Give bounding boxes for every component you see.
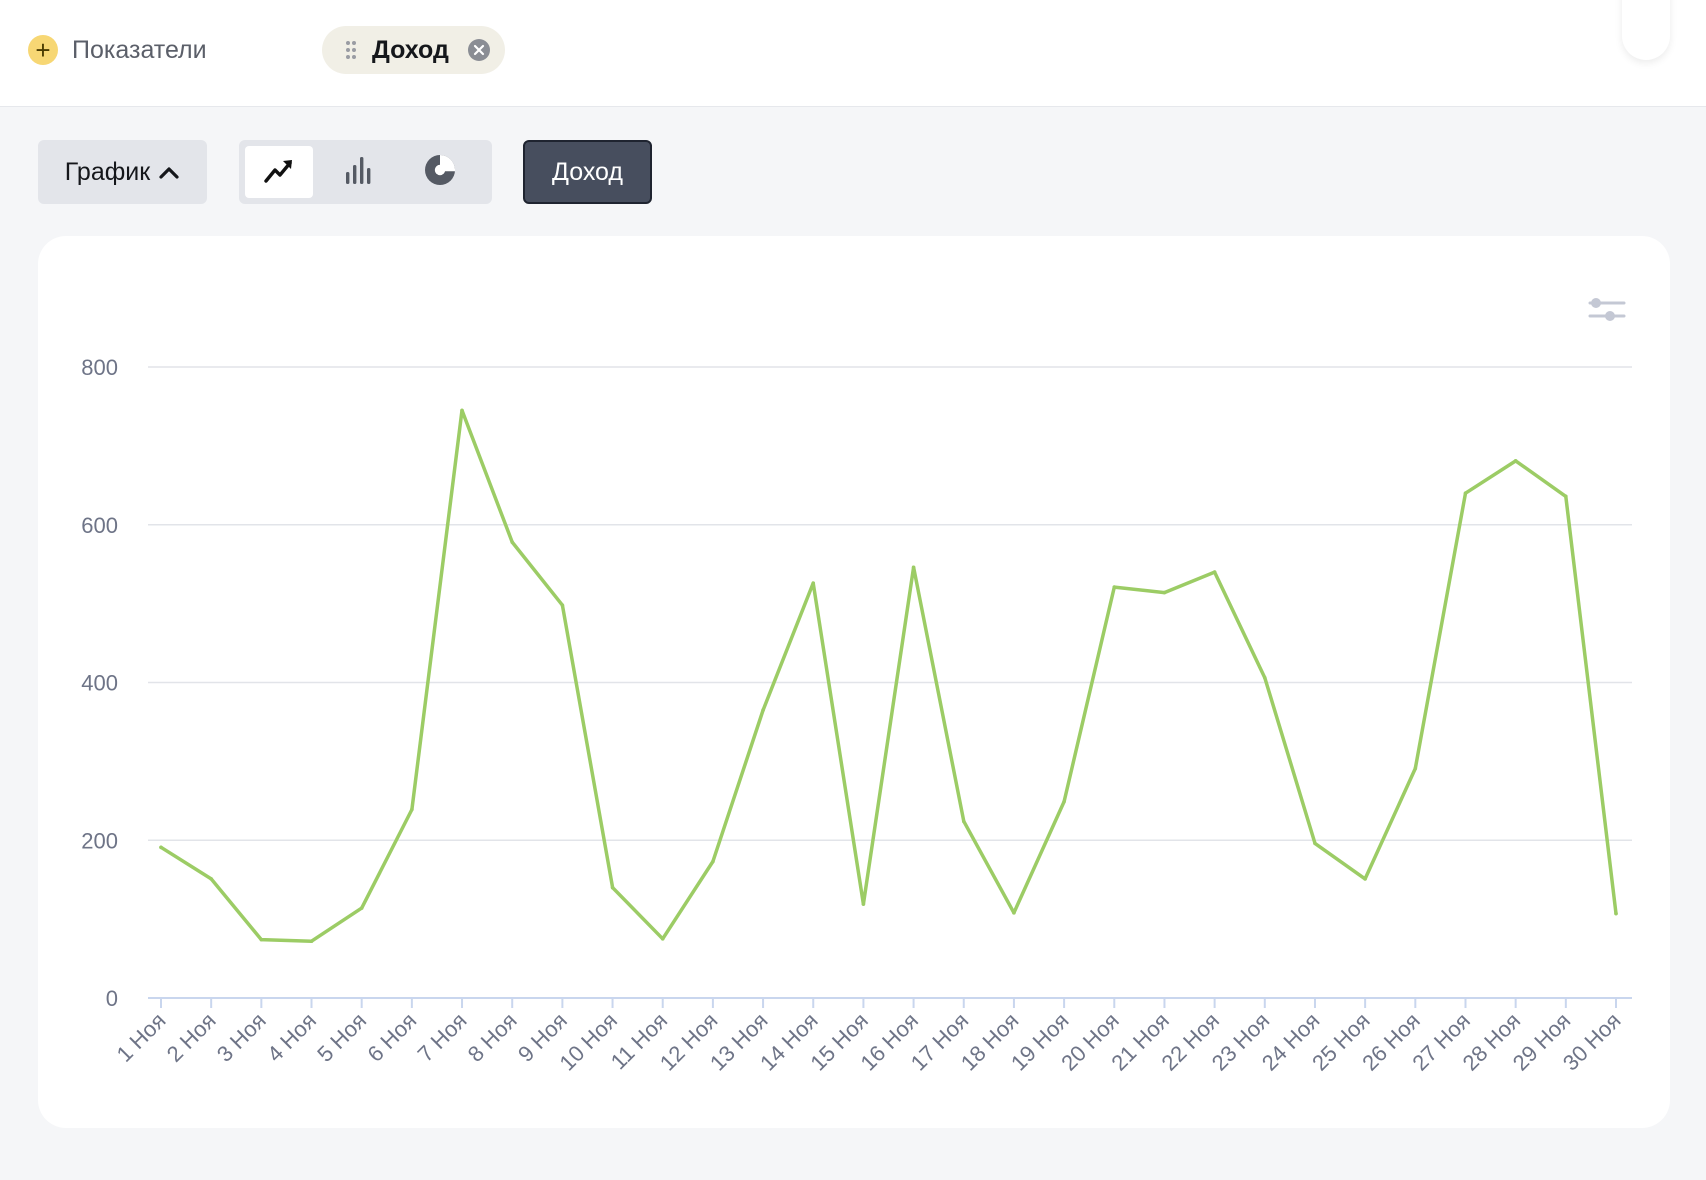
x-tick-label: 3 Ноя: [212, 1008, 271, 1067]
y-tick-label: 800: [81, 355, 118, 380]
bar-chart-button[interactable]: [325, 146, 393, 198]
chart-type-switch: [239, 140, 492, 204]
y-tick-label: 400: [81, 671, 118, 696]
line-chart-button[interactable]: [245, 146, 314, 198]
metric-toggle-button[interactable]: Доход: [523, 140, 652, 204]
data-point: [911, 565, 916, 570]
view-dropdown[interactable]: График: [38, 140, 207, 204]
data-point: [1062, 799, 1066, 804]
data-point: [309, 939, 314, 944]
top-bar: + Показатели Доход: [0, 0, 1706, 107]
line-chart-icon: [263, 155, 295, 190]
data-point: [1313, 841, 1317, 846]
data-point: [1614, 911, 1618, 916]
x-tick-label: 7 Ноя: [413, 1008, 472, 1067]
chevron-up-icon: [158, 158, 180, 187]
y-tick-label: 0: [106, 986, 118, 1011]
data-point: [811, 581, 816, 585]
data-point: [1513, 459, 1518, 463]
data-point: [660, 937, 665, 941]
close-icon[interactable]: [467, 38, 491, 62]
data-point: [209, 877, 213, 881]
y-tick-label: 200: [81, 828, 118, 853]
data-point: [1564, 494, 1568, 499]
metric-chip[interactable]: Доход: [322, 26, 505, 74]
data-point: [159, 845, 163, 850]
data-point: [510, 540, 515, 544]
bar-chart-icon: [343, 154, 375, 191]
sliders-icon: [1584, 298, 1630, 336]
data-point: [460, 408, 464, 413]
data-point: [761, 708, 765, 712]
x-tick-label: 8 Ноя: [463, 1008, 522, 1067]
series-line: [159, 408, 1618, 943]
x-tick-label: 2 Ноя: [162, 1008, 221, 1067]
data-point: [1112, 585, 1117, 589]
data-point: [610, 885, 615, 890]
x-tick-label: 4 Ноя: [262, 1008, 321, 1067]
x-tick-label: 10 Ноя: [554, 1008, 622, 1076]
data-point: [711, 859, 715, 864]
x-tick-label: 30 Ноя: [1558, 1008, 1626, 1076]
data-point: [359, 906, 364, 910]
data-point: [1012, 911, 1016, 915]
view-dropdown-label: График: [64, 157, 151, 186]
chart-settings-button[interactable]: [1584, 286, 1630, 332]
data-point: [1413, 766, 1418, 771]
data-point: [410, 807, 414, 812]
data-point: [1363, 877, 1367, 881]
data-point: [1212, 570, 1217, 574]
data-point: [1262, 675, 1267, 680]
add-metrics-button[interactable]: + Показатели: [28, 30, 207, 70]
data-point: [961, 819, 966, 824]
side-panel-tab[interactable]: [1622, 0, 1670, 60]
plus-icon: +: [28, 35, 58, 65]
pie-chart-icon: [423, 153, 457, 192]
add-metrics-label: Показатели: [72, 35, 207, 64]
data-point: [1463, 491, 1468, 495]
metric-chip-label: Доход: [372, 35, 449, 64]
data-point: [861, 902, 866, 906]
x-tick-label: 6 Ноя: [362, 1008, 421, 1067]
data-point: [259, 937, 264, 942]
pie-chart-button[interactable]: [406, 146, 474, 198]
chart-card: 0 200 400 600 800 1 Ноя 2 Ноя 3 Ноя 4 Ноя 5 Ноя 6 …: [38, 236, 1670, 1128]
data-point: [560, 603, 565, 608]
y-tick-label: 600: [81, 513, 118, 538]
data-point: [1162, 590, 1167, 595]
x-tick-label: 5 Ноя: [312, 1008, 371, 1067]
x-tick-label: 1 Ноя: [112, 1008, 171, 1067]
drag-handle-icon[interactable]: [344, 39, 358, 61]
